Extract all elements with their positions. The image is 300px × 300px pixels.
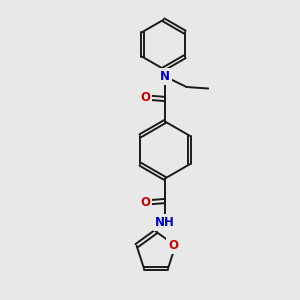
Text: O: O	[140, 196, 150, 209]
Text: O: O	[140, 91, 150, 104]
Text: NH: NH	[155, 216, 175, 229]
Text: O: O	[168, 239, 178, 252]
Text: N: N	[160, 70, 170, 83]
